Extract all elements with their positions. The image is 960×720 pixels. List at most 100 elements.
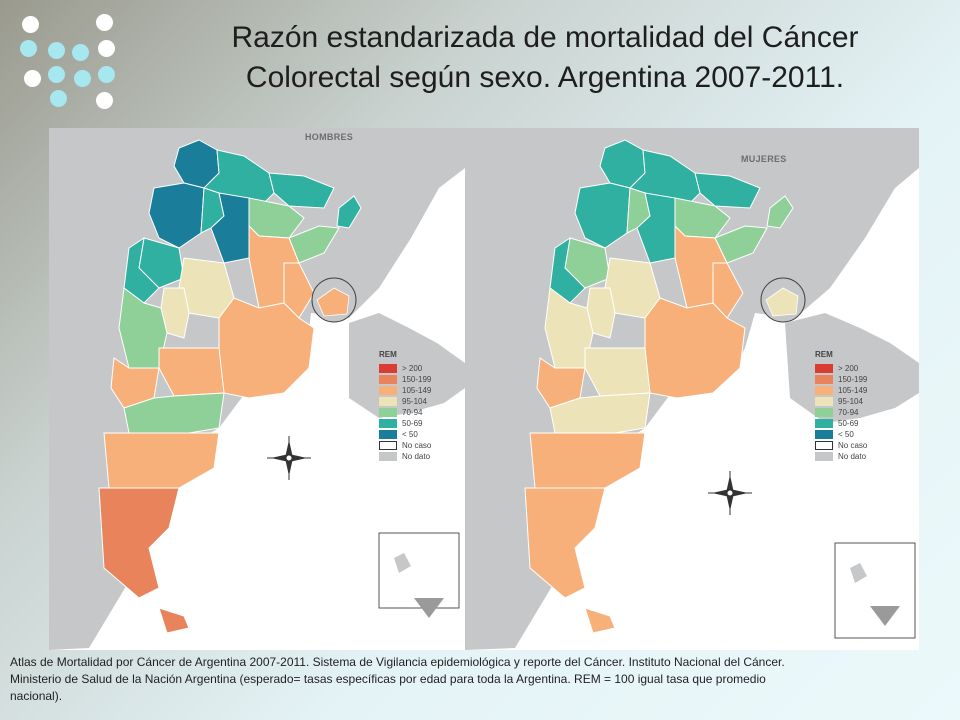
caption-line-1: Atlas de Mortalidad por Cáncer de Argent…: [10, 655, 785, 669]
legend-label: 150-199: [838, 375, 868, 384]
province-santacruz: [98, 487, 180, 599]
source-caption: Atlas de Mortalidad por Cáncer de Argent…: [10, 654, 955, 705]
legend-swatch: [379, 441, 397, 450]
legend-item: 150-199: [815, 374, 867, 385]
legend-item: No dato: [379, 451, 431, 462]
legend-label: 95-104: [402, 397, 427, 406]
title-line-1: Razón estandarizada de mortalidad del Cá…: [231, 21, 859, 54]
map-mujeres-label: MUJERES: [741, 154, 787, 164]
province-santacruz: [524, 487, 606, 599]
province-misiones: [336, 195, 362, 229]
legend-item: > 200: [379, 363, 431, 374]
legend-label: No caso: [838, 441, 868, 450]
slide-title: Razón estandarizada de mortalidad del Cá…: [140, 18, 950, 98]
legend-label: < 50: [838, 430, 854, 439]
legend-mujeres: REM > 200 150-199 105-149 95-104 70-94 50-69 <…: [815, 350, 867, 462]
province-tierradelfuego: [158, 607, 190, 634]
legend-swatch: [379, 408, 397, 417]
legend-label: > 200: [838, 364, 859, 373]
decorative-dot: [20, 40, 37, 57]
legend-swatch: [815, 419, 833, 428]
legend-swatch: [815, 375, 833, 384]
legend-swatch: [815, 397, 833, 406]
legend-item: > 200: [815, 363, 867, 374]
legend-item: 95-104: [815, 396, 867, 407]
legend-swatch: [379, 419, 397, 428]
compass-rose-icon: [708, 471, 752, 515]
map-hombres-svg: [49, 128, 465, 650]
province-misiones: [766, 195, 794, 229]
legend-rows: > 200 150-199 105-149 95-104 70-94 50-69 < 50 N…: [379, 363, 431, 462]
decorative-dot: [96, 92, 113, 109]
decorative-dot: [98, 66, 115, 83]
legend-title: REM: [379, 350, 397, 359]
province-catamarca: [148, 182, 205, 249]
province-formosa: [694, 172, 761, 209]
inset-caba-region: [316, 287, 350, 317]
province-catamarca: [574, 182, 631, 249]
legend-swatch: [379, 430, 397, 439]
legend-item: < 50: [379, 429, 431, 440]
province-entrerios: [712, 262, 744, 319]
decorative-dot: [24, 70, 41, 87]
legend-label: No dato: [838, 452, 867, 461]
legend-swatch: [815, 430, 833, 439]
legend-swatch: [815, 386, 833, 395]
province-entrerios: [283, 262, 315, 319]
map-figure: HOMBRES REM > 200 150-199 105-149 95-104 70-…: [49, 128, 919, 650]
legend-label: No dato: [402, 452, 431, 461]
decorative-dot: [72, 44, 89, 61]
legend-swatch: [815, 408, 833, 417]
province-chubut: [103, 432, 220, 489]
legend-item: 105-149: [815, 385, 867, 396]
legend-swatch: [815, 441, 833, 450]
decorative-dot: [48, 42, 65, 59]
map-mujeres: MUJERES REM > 200 150-199 105-149 95-104 70-…: [465, 128, 919, 650]
legend-item: No dato: [815, 451, 867, 462]
map-hombres: HOMBRES REM > 200 150-199 105-149 95-104 70-…: [49, 128, 465, 650]
decorative-dot: [96, 14, 113, 31]
caption-line-2: Ministerio de Salud de la Nación Argenti…: [10, 672, 766, 686]
legend-label: 50-69: [838, 419, 859, 428]
legend-label: 150-199: [402, 375, 432, 384]
decorative-dot: [50, 90, 67, 107]
legend-label: 105-149: [402, 386, 432, 395]
legend-swatch: [815, 364, 833, 373]
legend-swatch: [379, 386, 397, 395]
legend-item: No caso: [815, 440, 867, 451]
legend-label: 105-149: [838, 386, 868, 395]
legend-label: > 200: [402, 364, 423, 373]
map-mujeres-svg: [465, 128, 919, 650]
legend-item: 70-94: [379, 407, 431, 418]
map-hombres-label: HOMBRES: [305, 132, 354, 142]
legend-item: 95-104: [379, 396, 431, 407]
decorative-dot: [98, 40, 115, 57]
legend-item: No caso: [379, 440, 431, 451]
legend-item: 50-69: [379, 418, 431, 429]
legend-swatch: [815, 452, 833, 461]
legend-item: < 50: [815, 429, 867, 440]
legend-item: 50-69: [815, 418, 867, 429]
legend-hombres: REM > 200 150-199 105-149 95-104 70-94 50-69 <…: [379, 350, 431, 462]
decorative-dot: [22, 16, 39, 33]
decorative-dots-icon: [14, 10, 124, 110]
legend-swatch: [379, 364, 397, 373]
decorative-dot: [48, 66, 65, 83]
province-tierradelfuego: [584, 607, 616, 634]
legend-swatch: [379, 452, 397, 461]
legend-item: 70-94: [815, 407, 867, 418]
neighbour-land: [785, 313, 919, 423]
legend-swatch: [379, 397, 397, 406]
caption-line-3: nacional).: [10, 689, 63, 703]
province-chubut: [529, 432, 646, 489]
compass-rose-icon: [267, 436, 311, 480]
decorative-dot: [74, 70, 91, 87]
legend-label: 70-94: [402, 408, 423, 417]
legend-item: 105-149: [379, 385, 431, 396]
inset-caba-region: [765, 287, 799, 317]
legend-label: 70-94: [838, 408, 859, 417]
legend-swatch: [379, 375, 397, 384]
antarctica-inset-icon: [834, 542, 916, 639]
legend-label: No caso: [402, 441, 432, 450]
legend-title: REM: [815, 350, 833, 359]
